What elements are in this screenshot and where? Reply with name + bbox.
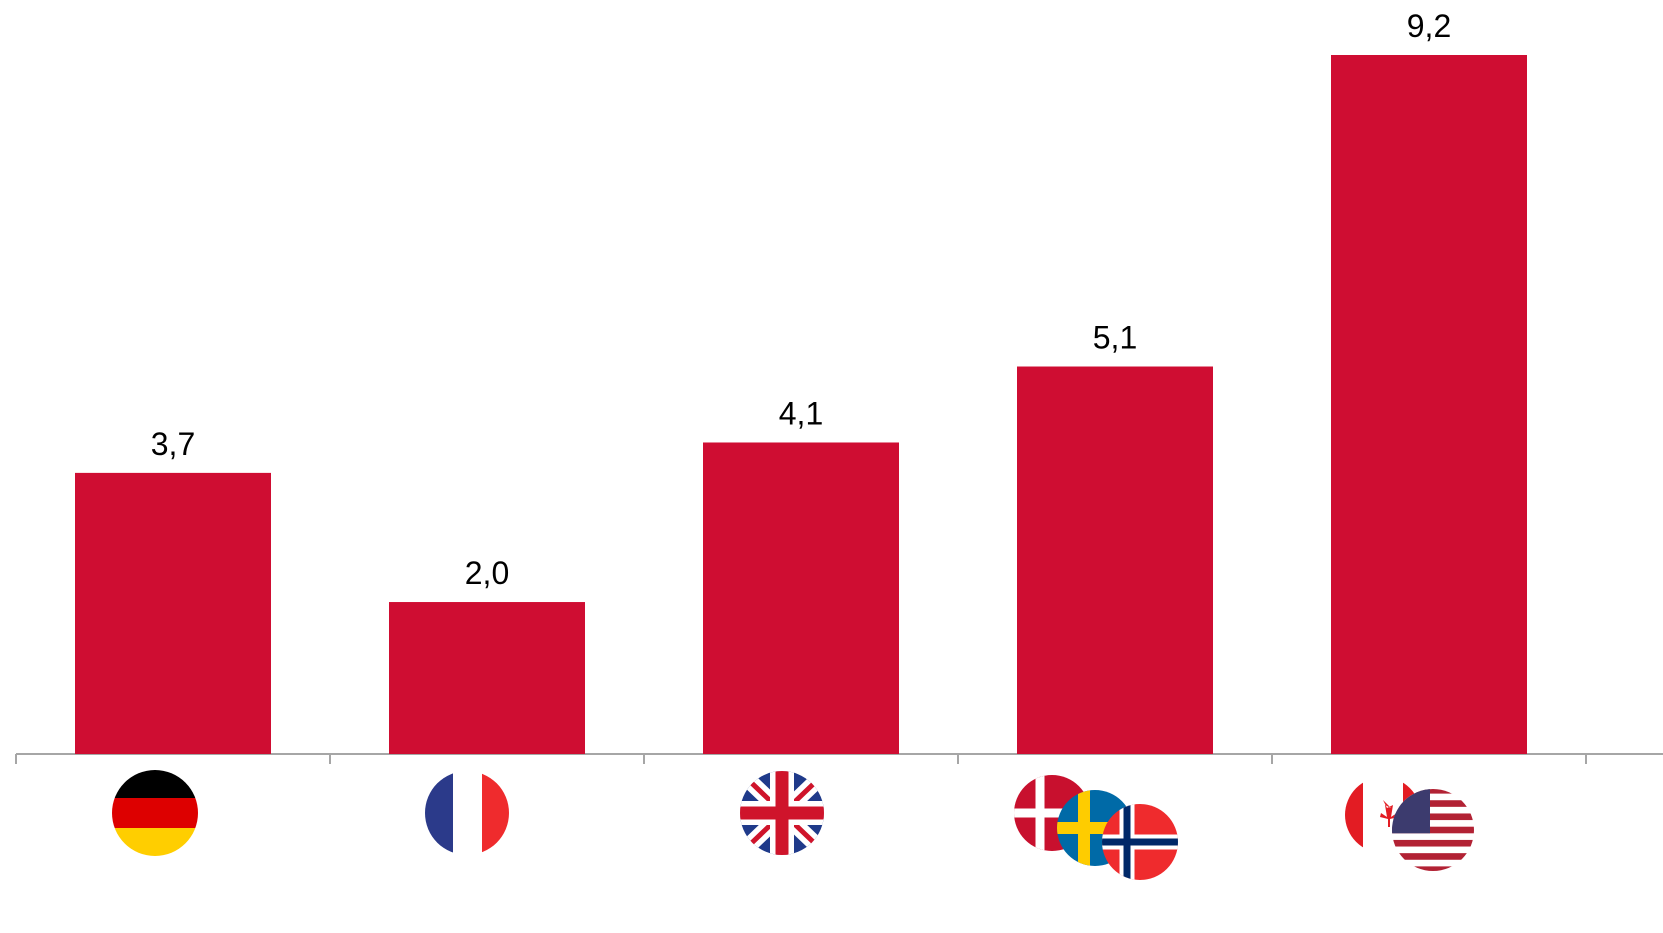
flags — [112, 770, 1474, 880]
flag-norway — [1102, 804, 1178, 880]
value-label: 9,2 — [1407, 8, 1451, 44]
stripe — [1392, 839, 1474, 847]
bar — [75, 472, 271, 754]
bar — [1017, 366, 1213, 754]
value-label: 3,7 — [151, 426, 195, 462]
flag-uk — [740, 771, 824, 855]
stripe — [1392, 789, 1474, 794]
value-label: 5,1 — [1093, 320, 1137, 356]
flag-germany — [112, 770, 198, 856]
value-label: 4,1 — [779, 395, 823, 431]
value-label: 2,0 — [465, 555, 509, 591]
stripe — [1392, 853, 1474, 860]
bar — [703, 442, 899, 754]
stripe — [1392, 866, 1474, 871]
bar — [1331, 55, 1527, 754]
bar — [389, 602, 585, 754]
flag-france — [425, 771, 509, 855]
stripe — [1392, 813, 1474, 821]
stripe — [1392, 800, 1474, 807]
stripe — [1392, 826, 1474, 834]
flag-usa — [1392, 789, 1474, 871]
